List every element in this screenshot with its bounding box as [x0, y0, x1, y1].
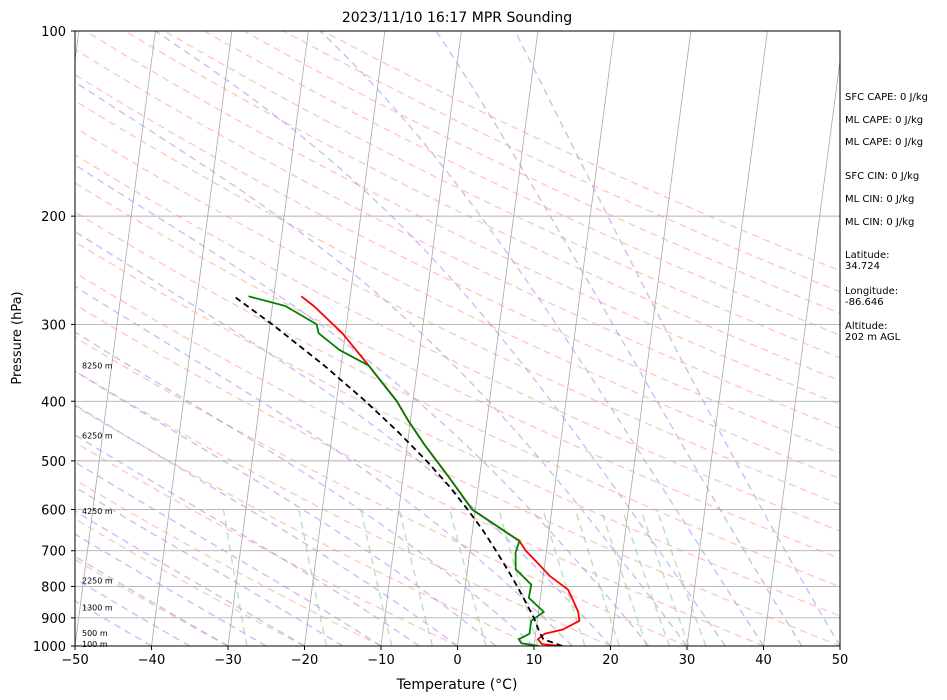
dry-adiabat [75, 370, 611, 646]
height-label: 4250 m [82, 507, 113, 516]
height-label: 2250 m [82, 577, 113, 586]
y-tick-label: 600 [41, 504, 66, 519]
mixing-ratio-line [621, 509, 671, 646]
x-tick-label: −40 [138, 653, 165, 668]
moist-adiabat [75, 555, 229, 646]
y-axis-label: Pressure (hPa) [10, 291, 25, 384]
dry-adiabat [75, 241, 840, 617]
x-tick-label: 10 [526, 653, 543, 668]
x-tick-label: 0 [453, 653, 461, 668]
moist-adiabat [319, 31, 765, 646]
plot-frame [74, 30, 841, 647]
x-tick-label: 20 [602, 653, 619, 668]
isotherm [0, 31, 2, 646]
x-tick-label: −10 [367, 653, 394, 668]
dry-adiabat [75, 154, 840, 532]
y-tick-label: 800 [41, 580, 66, 595]
isotherm [75, 31, 156, 646]
moist-adiabat [435, 31, 803, 646]
side-label: Longitude: -86.646 [845, 286, 898, 308]
height-label: 8250 m [82, 362, 113, 371]
mixing-ratio-line [449, 509, 487, 646]
y-tick-label: 200 [41, 210, 66, 225]
dry-adiabat [75, 441, 458, 646]
background-lines [0, 31, 840, 646]
height-label: 6250 m [82, 432, 113, 441]
dry-adiabat [243, 31, 840, 315]
side-labels: SFC CAPE: 0 J/kg ML CAPE: 0 J/kg ML CAPE: … [845, 92, 928, 343]
y-tick-label: 900 [41, 612, 66, 627]
dry-adiabat [75, 126, 840, 506]
x-tick-label: −20 [291, 653, 318, 668]
dry-adiabat [75, 182, 840, 560]
y-tick-label: 100 [41, 25, 66, 40]
sounding-line [248, 295, 545, 646]
side-label: Altitude: 202 m AGL [845, 321, 901, 343]
x-tick-label: 30 [679, 653, 696, 668]
isotherm [610, 31, 692, 646]
isotherm [304, 31, 386, 646]
mixing-ratio-line [360, 509, 393, 646]
dry-adiabat [75, 336, 688, 646]
pressure-grid [75, 31, 840, 646]
dry-adiabat [203, 31, 840, 337]
parcel-profile-line [233, 295, 563, 646]
dry-adiabat [75, 558, 229, 646]
side-label: SFC CAPE: 0 J/kg [845, 92, 928, 103]
moist-adiabat [75, 434, 420, 646]
series-layer [233, 295, 581, 646]
moist-adiabat [75, 486, 344, 646]
chart-title: 2023/11/10 16:17 MPR Sounding [342, 10, 572, 26]
isotherm [457, 31, 539, 646]
x-tick-label: −50 [61, 653, 88, 668]
moist-adiabat [75, 81, 688, 646]
moist-adiabat [75, 331, 535, 646]
moist-adiabat [75, 370, 497, 646]
height-label: 100 m [82, 640, 108, 649]
dry-adiabat [75, 211, 840, 588]
side-label: ML CAPE: 0 J/kg [845, 115, 923, 126]
dry-adiabat [75, 48, 840, 430]
dry-adiabat [75, 303, 764, 646]
height-labels: 8250 m 6250 m 4250 m 2250 m 1300 m 500 m 100 m [82, 362, 113, 649]
side-label: SFC CIN: 0 J/kg [845, 171, 919, 182]
moist-adiabat [75, 285, 573, 646]
x-tick-label: 40 [755, 653, 772, 668]
moist-adiabat [75, 230, 612, 646]
x-tick-label: 50 [832, 653, 849, 668]
height-label: 500 m [82, 629, 108, 638]
side-label: ML CAPE: 0 J/kg [845, 137, 923, 148]
dry-adiabat [124, 31, 840, 382]
x-axis: −50 −40 −30 −20 −10 0 10 20 30 40 50 [61, 646, 848, 668]
y-tick-label: 400 [41, 395, 66, 410]
x-tick-label: −30 [214, 653, 241, 668]
mixing-ratio-line [398, 509, 434, 646]
x-axis-label: Temperature (°C) [396, 677, 518, 693]
y-tick-label: 1000 [33, 640, 66, 655]
moist-adiabat [154, 31, 726, 646]
isotherm [380, 31, 462, 646]
moist-adiabat [75, 404, 458, 646]
isotherm [763, 57, 840, 646]
moist-adiabat [75, 577, 191, 646]
dry-adiabat [75, 405, 535, 646]
isotherm [151, 31, 233, 646]
moist-adiabat [514, 31, 840, 646]
moist-adiabat [75, 533, 267, 646]
isotherm [227, 31, 309, 646]
side-label: ML CIN: 0 J/kg [845, 194, 914, 205]
moist-adiabat [75, 600, 152, 646]
dry-adiabat [75, 271, 840, 646]
y-tick-label: 700 [41, 545, 66, 560]
y-tick-label: 500 [41, 455, 66, 470]
isotherm [686, 31, 768, 646]
dry-adiabat [75, 479, 382, 646]
side-label: Latitude: 34.724 [845, 250, 890, 272]
moist-adiabat [75, 510, 305, 646]
side-label: ML CIN: 0 J/kg [845, 217, 914, 228]
y-axis: 100 200 300 400 500 600 700 800 900 1000 [33, 25, 75, 655]
height-label: 1300 m [82, 604, 113, 613]
y-tick-label: 300 [41, 318, 66, 333]
